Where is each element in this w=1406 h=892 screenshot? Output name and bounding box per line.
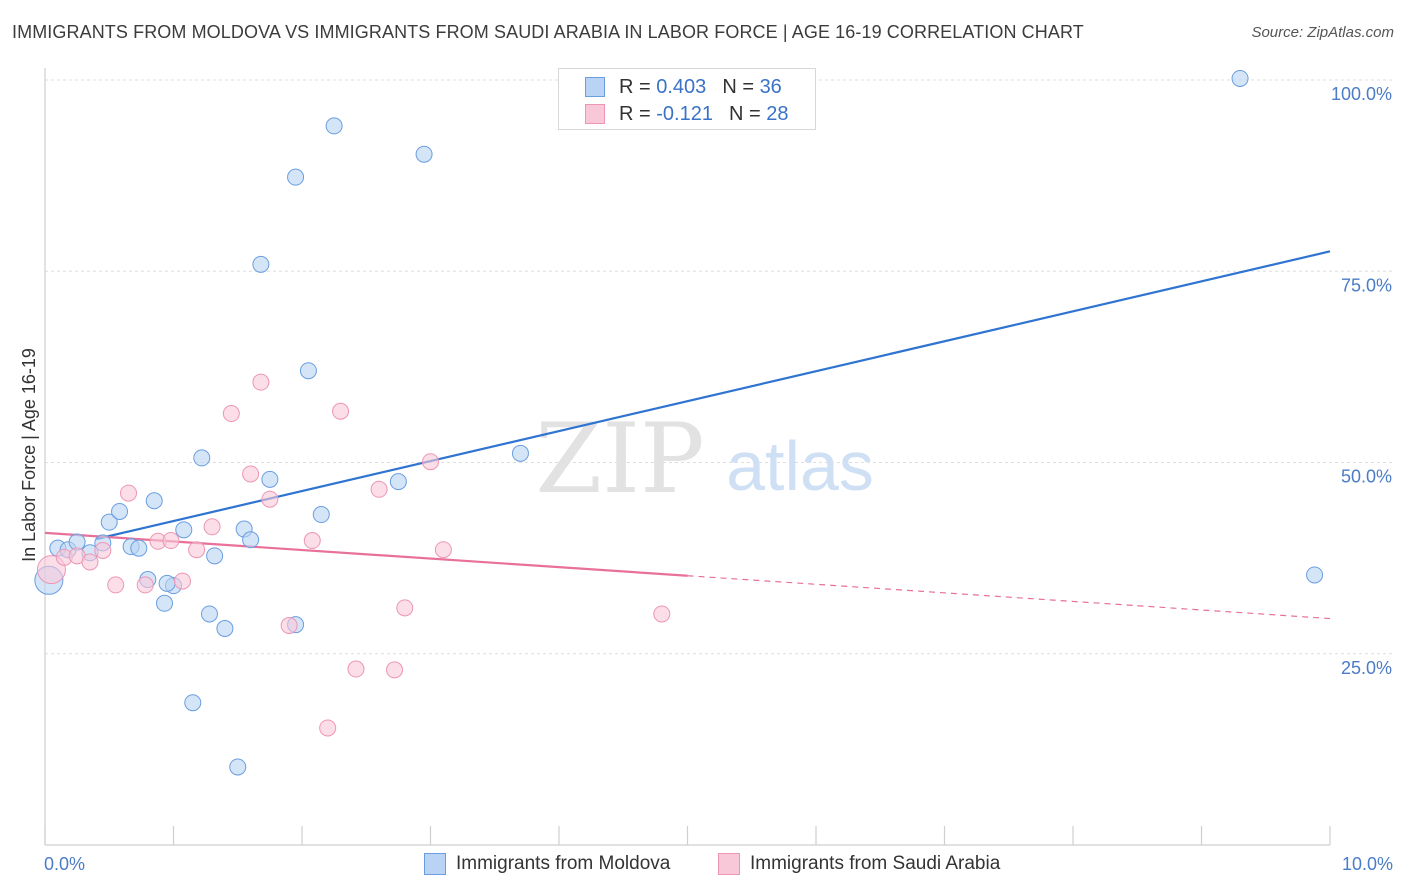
series-legend-moldova: Immigrants from Moldova <box>424 852 670 876</box>
point-moldova <box>206 547 224 565</box>
point-saudi <box>303 532 321 550</box>
legend-swatch-moldova <box>585 77 605 97</box>
series-label-saudi: Immigrants from Saudi Arabia <box>750 853 1001 874</box>
point-saudi <box>252 373 270 391</box>
point-moldova <box>312 506 330 524</box>
series-swatch-saudi <box>718 853 740 875</box>
tick-labels: 25.0% 50.0% 75.0% 100.0% 0.0% 10.0% <box>44 84 1393 874</box>
point-moldova <box>261 470 279 488</box>
legend-n-value: 36 <box>759 75 782 98</box>
point-moldova <box>216 620 234 638</box>
y-tick-label: 50.0% <box>1341 467 1392 487</box>
point-moldova <box>511 444 529 462</box>
point-saudi <box>347 660 365 678</box>
point-saudi <box>136 576 154 594</box>
point-moldova <box>229 758 247 776</box>
gridlines <box>45 79 1394 655</box>
correlation-legend: R = 0.403 N = 36 R = -0.121 N = 28 <box>558 68 816 130</box>
point-saudi <box>261 490 279 508</box>
legend-r-label: R = <box>619 75 651 98</box>
point-saudi <box>422 453 439 471</box>
point-moldova <box>287 168 305 186</box>
legend-n-label: N = <box>728 102 761 125</box>
point-saudi <box>107 576 125 594</box>
point-saudi <box>653 605 671 623</box>
point-moldova <box>242 531 260 549</box>
point-moldova <box>299 362 317 380</box>
legend-swatch-saudi <box>585 104 605 124</box>
y-tick-label: 25.0% <box>1341 658 1392 678</box>
point-saudi <box>280 616 298 634</box>
source-label: Source: ZipAtlas.com <box>1251 24 1394 41</box>
point-saudi <box>162 532 180 550</box>
legend-n-value: 28 <box>766 102 789 125</box>
legend-r-label: R = <box>619 102 651 125</box>
watermark-atlas: atlas <box>726 427 874 505</box>
point-saudi <box>434 541 452 559</box>
point-moldova <box>100 513 118 531</box>
point-saudi <box>396 599 414 617</box>
point-moldova <box>111 502 129 520</box>
legend-r-value: -0.121 <box>656 102 713 125</box>
legend-r-value: 0.403 <box>656 75 707 98</box>
watermark-zip: ZIP <box>535 403 704 515</box>
point-saudi <box>222 405 240 423</box>
point-moldova <box>193 449 211 467</box>
legend-row-saudi: R = -0.121 N = 28 <box>585 101 788 127</box>
series-swatch-moldova <box>424 853 446 875</box>
point-moldova <box>389 473 407 491</box>
point-moldova <box>156 594 174 612</box>
point-saudi <box>242 465 260 483</box>
legend-n-label: N = <box>722 75 754 98</box>
series-legend-saudi: Immigrants from Saudi Arabia <box>718 852 1000 876</box>
point-saudi <box>203 518 221 536</box>
point-moldova <box>130 539 148 557</box>
chart-title: IMMIGRANTS FROM MOLDOVA VS IMMIGRANTS FR… <box>12 22 1084 42</box>
point-moldova <box>145 492 163 510</box>
y-tick-label: 75.0% <box>1341 275 1392 295</box>
point-saudi <box>370 480 388 498</box>
point-saudi <box>120 484 138 502</box>
point-moldova <box>1306 566 1324 584</box>
point-moldova <box>1231 69 1249 87</box>
point-saudi <box>173 572 191 590</box>
point-saudi <box>81 553 99 571</box>
point-moldova <box>325 117 343 135</box>
point-saudi <box>319 719 337 737</box>
point-moldova <box>175 521 193 539</box>
x-tick-label-end: 10.0% <box>1342 854 1393 874</box>
legend-row-moldova: R = 0.403 N = 36 <box>585 74 782 100</box>
axes <box>44 68 1331 846</box>
x-tick-label-start: 0.0% <box>44 854 85 874</box>
y-tick-label: 100.0% <box>1331 84 1392 104</box>
point-moldova <box>200 605 218 623</box>
point-moldova <box>415 145 433 163</box>
point-moldova <box>252 255 270 273</box>
point-saudi <box>188 541 206 559</box>
point-saudi <box>94 541 112 559</box>
data-points <box>34 69 1324 776</box>
point-saudi <box>386 661 404 679</box>
point-moldova <box>158 574 176 592</box>
series-label-moldova: Immigrants from Moldova <box>456 853 671 874</box>
watermark: ZIP atlas <box>535 403 874 515</box>
trendline-moldova <box>96 250 1331 541</box>
y-axis-title: In Labor Force | Age 16-19 <box>19 348 39 562</box>
trendline-saudi-dashed <box>687 575 1331 620</box>
point-moldova <box>184 694 202 712</box>
point-saudi <box>332 402 350 420</box>
